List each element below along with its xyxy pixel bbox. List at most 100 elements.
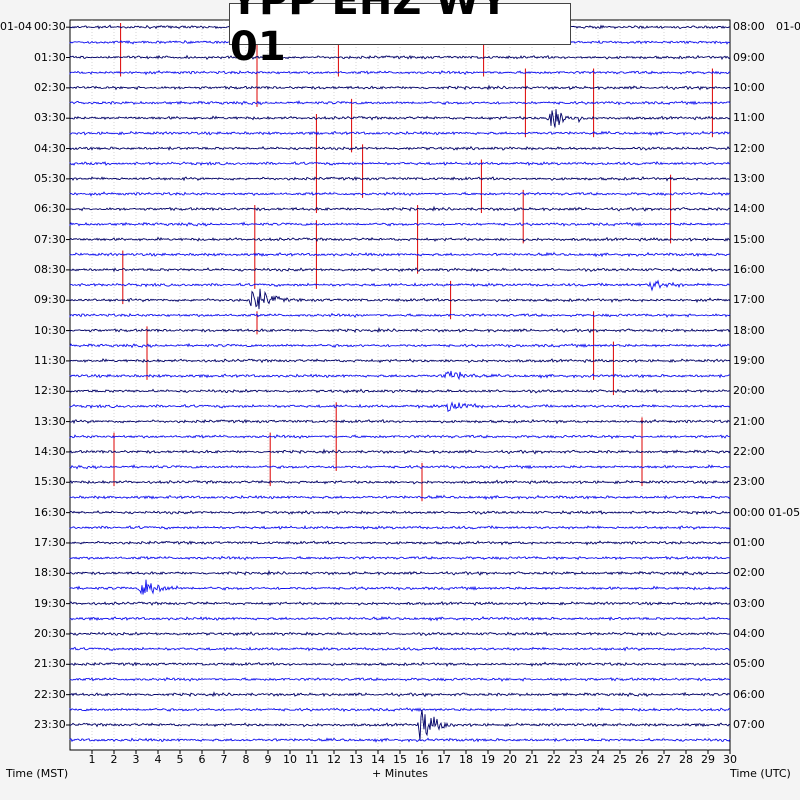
seismogram-trace xyxy=(69,494,731,501)
left-time-label: 21:30 xyxy=(34,657,66,671)
left-time-label: 01:30 xyxy=(34,50,66,64)
x-tick-label: 12 xyxy=(327,753,341,766)
left-date-label: 01-04 xyxy=(0,20,32,33)
x-tick-label: 30 xyxy=(723,753,737,766)
left-time-label: 19:30 xyxy=(34,596,66,610)
x-tick-label: 8 xyxy=(242,753,250,766)
x-tick-label: 25 xyxy=(613,753,627,766)
x-tick-label: 3 xyxy=(132,753,140,766)
right-time-label: 01:00 xyxy=(733,535,765,549)
left-time-label: 05:30 xyxy=(34,171,66,185)
x-tick-label: 28 xyxy=(679,753,693,766)
right-time-label: 10:00 xyxy=(733,80,765,94)
left-time-label: 10:30 xyxy=(34,323,66,337)
left-time-label: 18:30 xyxy=(34,566,66,580)
x-tick-label: 5 xyxy=(176,753,184,766)
right-time-label: 22:00 xyxy=(733,444,765,458)
x-tick-label: 2 xyxy=(110,753,118,766)
left-time-label: 12:30 xyxy=(34,384,66,398)
seismogram-trace xyxy=(69,358,731,364)
right-date-label: 01-0 xyxy=(776,20,800,33)
seismogram-trace xyxy=(69,205,731,212)
x-tick-label: 17 xyxy=(437,753,451,766)
seismogram-trace xyxy=(69,100,731,106)
left-time-label: 13:30 xyxy=(34,414,66,428)
seismogram-trace xyxy=(69,221,731,227)
seismogram-trace xyxy=(69,418,731,425)
seismogram-trace xyxy=(69,579,731,595)
seismogram-trace xyxy=(69,464,731,470)
seismogram-trace xyxy=(69,191,731,197)
right-time-label: 14:00 xyxy=(733,202,765,216)
left-time-label: 14:30 xyxy=(34,444,66,458)
seismogram-trace xyxy=(69,616,731,622)
x-tick-label: 23 xyxy=(569,753,583,766)
right-time-label: 03:00 xyxy=(733,596,765,610)
right-time-label: 09:00 xyxy=(733,50,765,64)
right-time-label: 23:00 xyxy=(733,475,765,489)
right-time-label: 00:00 01-05 xyxy=(733,505,800,519)
seismogram-trace xyxy=(69,370,731,381)
right-time-label: 11:00 xyxy=(733,111,765,125)
plot-area xyxy=(69,19,731,751)
left-time-label: 16:30 xyxy=(34,505,66,519)
x-tick-label: 29 xyxy=(701,753,715,766)
right-time-label: 13:00 xyxy=(733,171,765,185)
x-tick-label: 14 xyxy=(371,753,385,766)
x-tick-label: 27 xyxy=(657,753,671,766)
seismogram-trace xyxy=(69,130,731,136)
x-tick-label: 22 xyxy=(547,753,561,766)
x-tick-label: 1 xyxy=(88,753,96,766)
right-time-label: 12:00 xyxy=(733,141,765,155)
left-time-label: 11:30 xyxy=(34,353,66,367)
seismogram-trace xyxy=(69,288,731,310)
x-tick-label: 21 xyxy=(525,753,539,766)
left-time-label: 17:30 xyxy=(34,535,66,549)
left-time-label: 23:30 xyxy=(34,717,66,731)
x-tick-label: 6 xyxy=(198,753,206,766)
left-time-label: 00:30 xyxy=(34,20,66,34)
seismogram-trace xyxy=(69,691,731,698)
left-time-label: 15:30 xyxy=(34,475,66,489)
x-tick-label: 10 xyxy=(283,753,297,766)
seismogram-trace xyxy=(69,267,731,273)
seismogram-trace xyxy=(69,737,731,743)
left-time-label: 03:30 xyxy=(34,111,66,125)
left-time-label: 22:30 xyxy=(34,687,66,701)
seismogram-trace xyxy=(69,236,731,242)
x-tick-label: 16 xyxy=(415,753,429,766)
x-tick-label: 4 xyxy=(154,753,162,766)
seismogram-trace xyxy=(69,448,731,455)
seismogram-trace xyxy=(69,631,731,637)
x-tick-label: 15 xyxy=(393,753,407,766)
x-tick-label: 26 xyxy=(635,753,649,766)
seismogram-trace xyxy=(69,251,731,258)
seismogram-trace xyxy=(69,661,731,667)
seismogram-trace xyxy=(69,569,731,576)
right-time-label: 19:00 xyxy=(733,353,765,367)
seismogram-trace xyxy=(69,401,731,413)
x-tick-label: 13 xyxy=(349,753,363,766)
seismogram-trace xyxy=(69,342,731,349)
x-axis-title: + Minutes xyxy=(372,767,429,780)
x-tick-label: 11 xyxy=(305,753,319,766)
seismogram-trace xyxy=(69,555,730,561)
x-tick-label: 7 xyxy=(220,753,228,766)
right-time-label: 06:00 xyxy=(733,687,765,701)
seismogram-trace xyxy=(69,176,730,182)
right-time-label: 07:00 xyxy=(733,717,765,731)
left-time-label: 04:30 xyxy=(34,141,66,155)
x-tick-label: 18 xyxy=(459,753,473,766)
seismogram-trace xyxy=(69,434,730,440)
seismogram-trace xyxy=(69,676,731,682)
right-time-label: 21:00 xyxy=(733,414,765,428)
right-time-label: 04:00 xyxy=(733,626,765,640)
seismogram-trace xyxy=(69,600,731,606)
chart-title: YPP EHZ WY 01 xyxy=(229,0,571,70)
x-tick-label: 9 xyxy=(264,753,272,766)
right-axis-title: Time (UTC) xyxy=(730,767,791,780)
x-tick-label: 20 xyxy=(503,753,517,766)
seismogram-trace xyxy=(69,160,731,167)
right-time-label: 08:00 xyxy=(733,20,765,34)
